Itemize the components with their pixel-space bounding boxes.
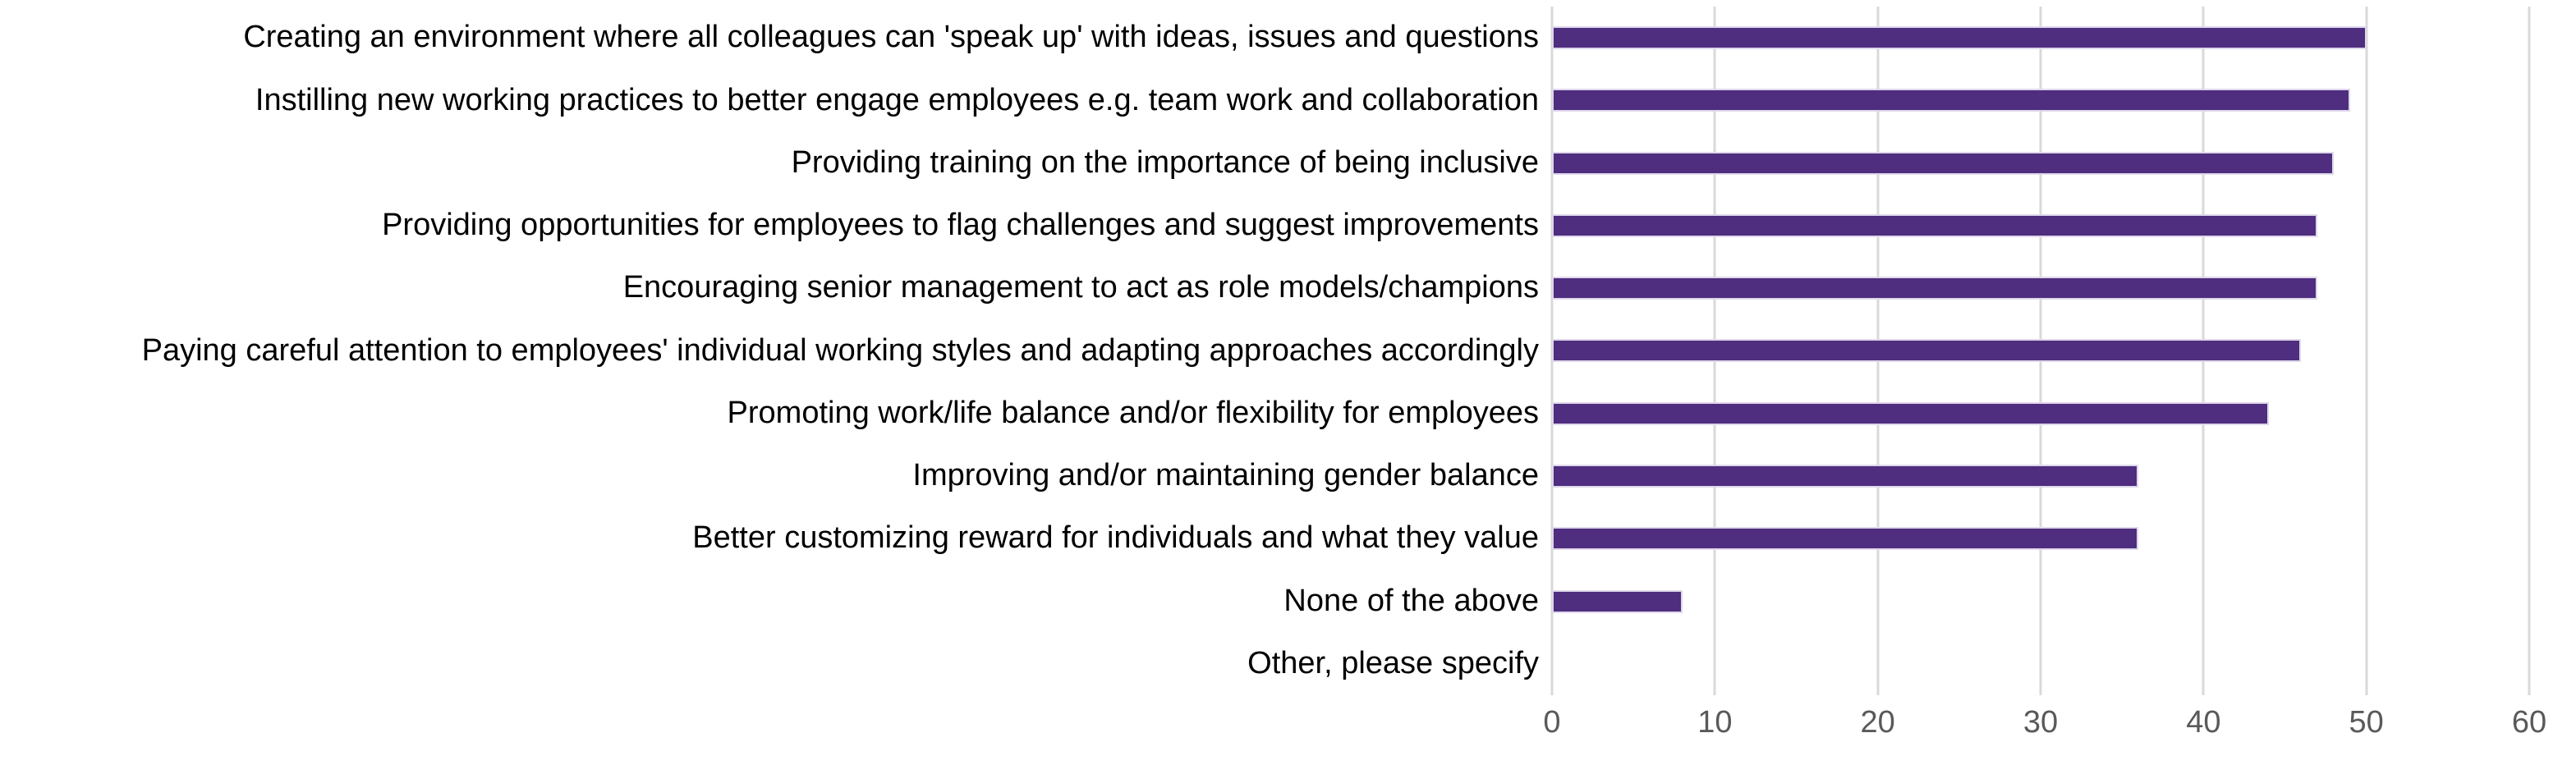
gridline bbox=[2528, 7, 2531, 695]
x-tick-label: 0 bbox=[1543, 705, 1561, 740]
label-row: Better customizing reward for individual… bbox=[0, 507, 1539, 570]
bar-row: 47 bbox=[1552, 195, 2529, 257]
bar: 36 bbox=[1552, 527, 2138, 551]
bar: 48 bbox=[1552, 151, 2334, 175]
category-label: Promoting work/life balance and/or flexi… bbox=[727, 395, 1539, 430]
category-label: None of the above bbox=[1283, 583, 1539, 618]
label-row: Providing training on the importance of … bbox=[0, 132, 1539, 195]
bar: 46 bbox=[1552, 339, 2302, 363]
bar-row: 36 bbox=[1552, 445, 2529, 507]
bar-row: 44 bbox=[1552, 382, 2529, 445]
bar: 44 bbox=[1552, 401, 2269, 425]
label-row: Improving and/or maintaining gender bala… bbox=[0, 445, 1539, 507]
bar: 8 bbox=[1552, 589, 1683, 613]
bar: 49 bbox=[1552, 89, 2350, 112]
x-tick-label: 50 bbox=[2349, 705, 2384, 740]
category-label: Improving and/or maintaining gender bala… bbox=[912, 458, 1539, 493]
label-row: Encouraging senior management to act as … bbox=[0, 257, 1539, 319]
label-row: Other, please specify bbox=[0, 633, 1539, 695]
bar: 47 bbox=[1552, 277, 2318, 300]
bar-row: 48 bbox=[1552, 132, 2529, 195]
category-label: Better customizing reward for individual… bbox=[692, 520, 1539, 556]
bar-row: 49 bbox=[1552, 69, 2529, 131]
bars-layer: 50 49 48 47 47 46 44 36 36 8 bbox=[1552, 7, 2529, 695]
x-tick-label: 40 bbox=[2186, 705, 2221, 740]
bar-row: 47 bbox=[1552, 257, 2529, 319]
bar-row: 50 bbox=[1552, 7, 2529, 69]
plot-area: 50 49 48 47 47 46 44 36 36 8 bbox=[1550, 7, 2531, 695]
x-tick-label: 60 bbox=[2511, 705, 2547, 740]
label-row: Creating an environment where all collea… bbox=[0, 7, 1539, 69]
label-row: Providing opportunities for employees to… bbox=[0, 195, 1539, 257]
category-label: Creating an environment where all collea… bbox=[243, 20, 1539, 55]
x-tick-label: 20 bbox=[1860, 705, 1895, 740]
gridline bbox=[2365, 7, 2368, 695]
label-row: None of the above bbox=[0, 570, 1539, 632]
x-tick-label: 30 bbox=[2023, 705, 2059, 740]
label-row: Promoting work/life balance and/or flexi… bbox=[0, 382, 1539, 445]
category-label: Other, please specify bbox=[1247, 645, 1539, 680]
label-row: Paying careful attention to employees' i… bbox=[0, 319, 1539, 382]
x-axis-tick-labels: 0 10 20 30 40 50 60 bbox=[1543, 704, 2546, 754]
category-label: Instilling new working practices to bett… bbox=[255, 82, 1539, 117]
bar-row: 8 bbox=[1552, 570, 2529, 632]
category-label: Providing training on the importance of … bbox=[791, 144, 1539, 180]
category-label: Providing opportunities for employees to… bbox=[382, 208, 1539, 243]
category-label: Encouraging senior management to act as … bbox=[622, 270, 1539, 305]
category-label-column: Creating an environment where all collea… bbox=[0, 7, 1539, 695]
bar-row: 46 bbox=[1552, 319, 2529, 382]
x-tick-label: 10 bbox=[1697, 705, 1733, 740]
bar: 47 bbox=[1552, 213, 2318, 237]
bar: 50 bbox=[1552, 26, 2367, 50]
label-row: Instilling new working practices to bett… bbox=[0, 69, 1539, 131]
bar-row: 36 bbox=[1552, 507, 2529, 570]
category-label: Paying careful attention to employees' i… bbox=[141, 332, 1539, 368]
bar-row bbox=[1552, 633, 2529, 695]
bar: 36 bbox=[1552, 464, 2138, 488]
